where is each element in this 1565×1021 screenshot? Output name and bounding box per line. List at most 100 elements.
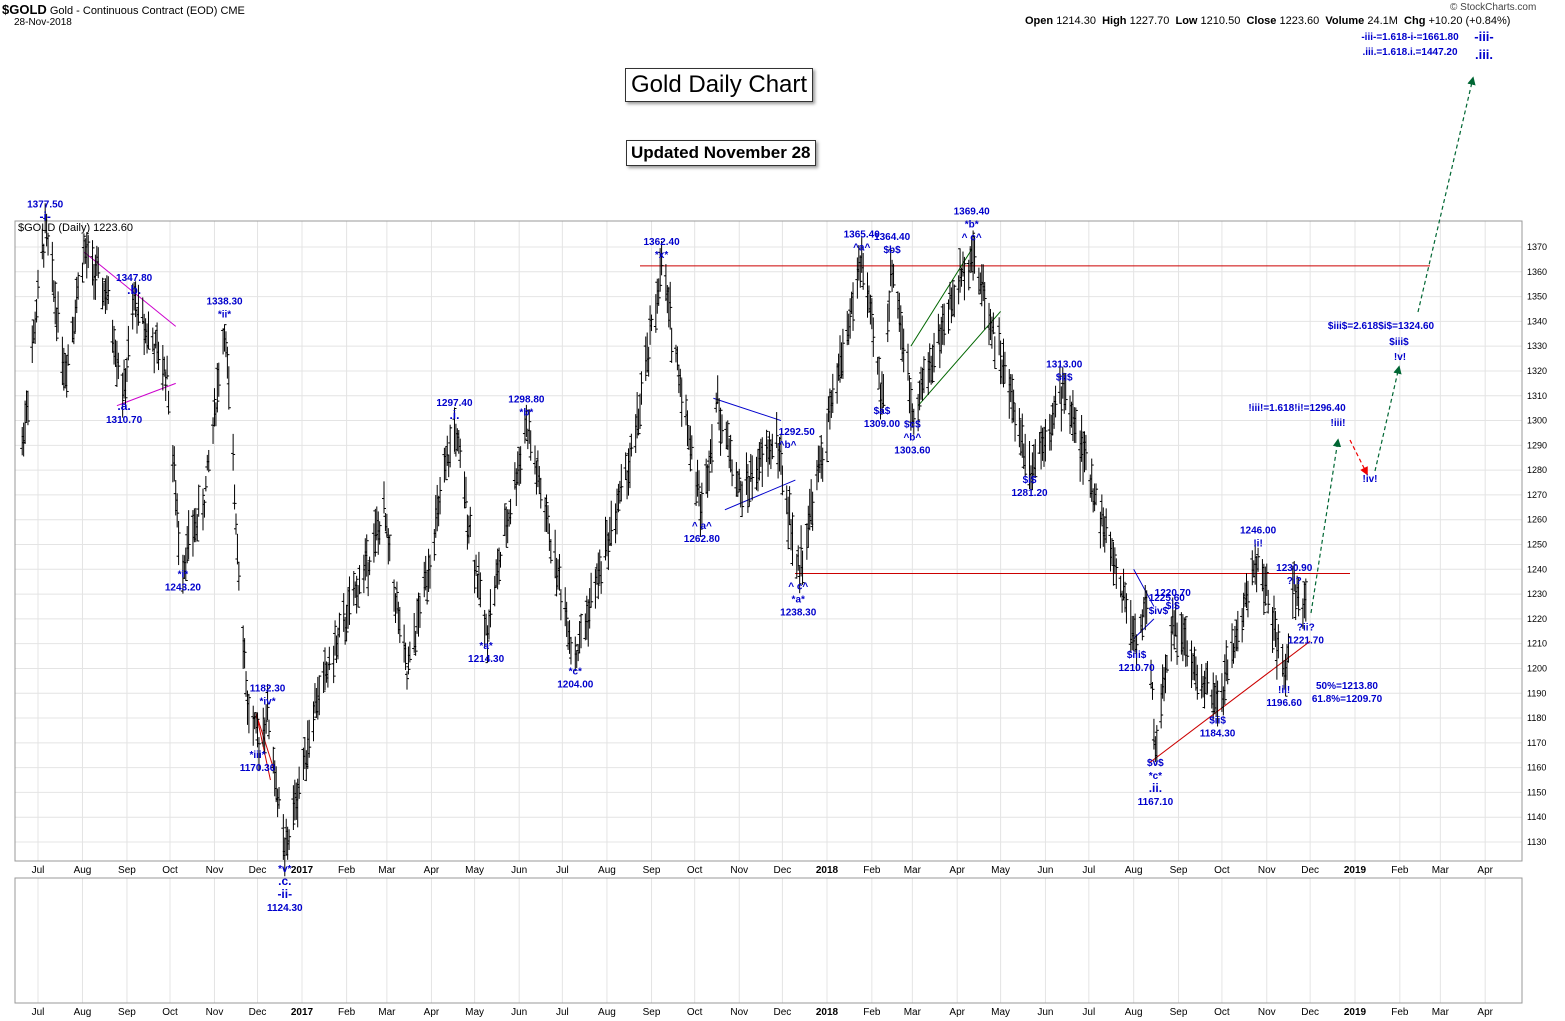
ohlc-bar xyxy=(1063,373,1068,411)
ohlc-bar xyxy=(232,484,237,510)
wave-label: .i. xyxy=(449,408,459,422)
ohlc-bar xyxy=(474,554,479,575)
ohlc-bar xyxy=(1264,563,1269,597)
wave-label: 1347.80 xyxy=(116,273,153,284)
ohlc-bar xyxy=(684,394,689,426)
projection-arrow xyxy=(1349,439,1368,476)
ohlc-bar xyxy=(1250,550,1255,586)
ohlc-bar xyxy=(917,380,922,411)
ohlc-bar xyxy=(176,520,181,566)
ohlc-bar xyxy=(952,284,957,318)
ohlc-bar xyxy=(1273,610,1278,648)
price-panel-frame xyxy=(14,220,1523,862)
stockcharts-watermark: © StockCharts.com xyxy=(1450,2,1537,13)
ohlc-bar xyxy=(997,317,1002,356)
x-tick-label: 2019 xyxy=(1344,865,1367,876)
lower-panel-frame xyxy=(14,877,1523,1004)
y-tick-label: 1230 xyxy=(1527,589,1547,599)
ohlc-bar xyxy=(54,307,59,342)
ohlc-bar xyxy=(53,281,58,325)
ohlc-bar xyxy=(417,595,422,628)
ohlc-bar xyxy=(34,299,39,323)
wave-label: 1310.70 xyxy=(106,415,143,426)
ohlc-bar xyxy=(242,638,247,669)
ohlc-bar xyxy=(694,471,699,506)
ohlc-bar xyxy=(646,346,651,377)
y-tick-label: 1290 xyxy=(1527,440,1547,450)
x-tick-label: Dec xyxy=(774,1007,792,1018)
ohlc-bar xyxy=(432,529,437,561)
wave-label: 1303.60 xyxy=(894,446,931,457)
projection-label: .iii.=1.618.i.=1447.20 xyxy=(1362,47,1458,58)
x-tick-label: Jul xyxy=(32,1007,45,1018)
wave-label: ^ c^ xyxy=(788,582,808,593)
ohlc-bar xyxy=(463,476,468,509)
ohlc-bar xyxy=(528,430,533,461)
ohlc-bar xyxy=(623,452,628,480)
ohlc-bar xyxy=(50,241,55,293)
ohlc-bar xyxy=(185,526,190,564)
ohlc-bar xyxy=(413,630,418,656)
ohlc-bar xyxy=(357,565,362,595)
ohlc-bar xyxy=(347,576,352,625)
wave-label: .a. xyxy=(117,399,130,413)
ohlc-bar xyxy=(1286,633,1291,663)
ohlc-bar xyxy=(747,476,752,508)
ohlc-bar xyxy=(1225,659,1230,685)
wave-label: ^ a^ xyxy=(692,521,712,532)
wave-label: $i$ xyxy=(1023,475,1037,486)
x-tick-label: Apr xyxy=(1477,865,1493,876)
ohlc-bar xyxy=(1215,680,1220,727)
ohlc-bar xyxy=(1205,660,1210,694)
ohlc-bar xyxy=(321,661,326,694)
ohlc-bar xyxy=(1183,616,1188,667)
x-tick-label: Oct xyxy=(687,865,703,876)
ohlc-bar xyxy=(877,356,882,390)
ohlc-bar xyxy=(887,290,892,322)
wave-label: $ii$ xyxy=(1056,372,1073,383)
ohlc-bar xyxy=(699,482,704,530)
ohlc-bar xyxy=(133,281,138,318)
ohlc-bar xyxy=(606,532,611,571)
wave-label: 1230.90 xyxy=(1276,563,1313,574)
wave-label: 1238.30 xyxy=(780,608,817,619)
ohlc-bar xyxy=(1134,634,1139,671)
ohlc-bar xyxy=(123,368,128,410)
ohlc-bar xyxy=(183,547,188,582)
projection-label: !iv! xyxy=(1363,474,1378,485)
ohlc-bar xyxy=(1283,653,1288,697)
x-tick-label: Jun xyxy=(1037,1007,1053,1018)
wave-label: 1167.10 xyxy=(1138,797,1174,808)
ohlc-bar xyxy=(64,355,69,398)
ohlc-bar xyxy=(394,581,399,614)
ohlc-bar xyxy=(982,281,987,330)
wave-label: 1220.70 xyxy=(1155,588,1192,599)
x-tick-label: 2017 xyxy=(291,865,314,876)
high-label: High xyxy=(1102,15,1127,27)
x-tick-label: Oct xyxy=(162,865,178,876)
x-tick-label: Oct xyxy=(687,1007,703,1018)
ohlc-bar xyxy=(1240,608,1245,643)
ohlc-bar xyxy=(548,539,553,564)
chart-date: 28-Nov-2018 xyxy=(14,17,72,28)
projection-label: 61.8%=1209.70 xyxy=(1312,694,1383,705)
series-legend: $GOLD (Daily) 1223.60 xyxy=(18,222,133,234)
ohlc-bar xyxy=(80,262,85,283)
ohlc-bar xyxy=(116,352,121,380)
x-tick-label: Oct xyxy=(162,1007,178,1018)
ohlc-bar xyxy=(911,408,916,435)
wave-label: 1170.30 xyxy=(240,763,276,774)
projection-arrows xyxy=(1310,76,1476,614)
ohlc-bar xyxy=(277,787,282,809)
ohlc-bar xyxy=(438,476,443,515)
ohlc-bar xyxy=(921,356,926,394)
channel-lower-line xyxy=(917,311,1001,406)
wave-label: ?ii? xyxy=(1297,623,1315,634)
ohlc-bar xyxy=(381,481,386,514)
ohlc-bar xyxy=(725,420,730,450)
ohlc-bar xyxy=(810,491,815,531)
ohlc-bar xyxy=(616,483,621,513)
chg-value: +10.20 (+0.84%) xyxy=(1428,15,1511,27)
x-tick-label: Sep xyxy=(643,1007,661,1018)
